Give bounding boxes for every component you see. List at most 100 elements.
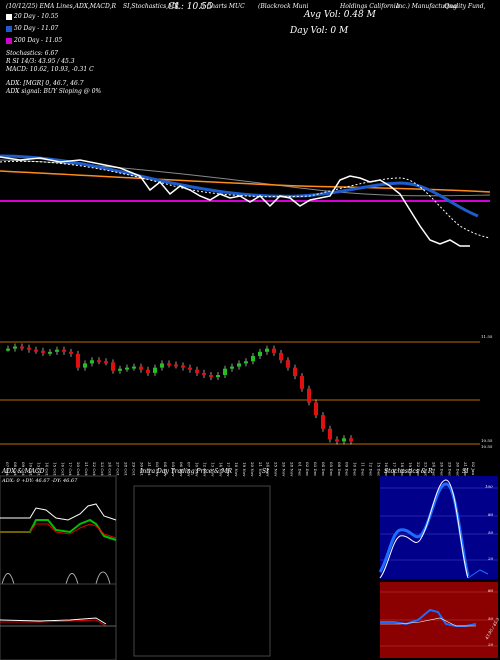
x-date-label: 12 Dec (368, 462, 373, 477)
x-date-label: 17 Dec (392, 462, 397, 477)
candle-up (342, 438, 346, 442)
ema50-label: 50 Day - 11.07 (14, 25, 59, 32)
stoch-title: SI,Stochastics,MR (123, 3, 179, 10)
rsi-stat: R SI 14/3: 43.95 / 45.3 (6, 58, 75, 65)
candle-down (202, 372, 206, 376)
x-date-label: 07 Nov (187, 462, 192, 477)
candle-up (244, 361, 248, 364)
candle-down (314, 402, 318, 416)
candlestick-series (6, 343, 353, 445)
candle-up (6, 348, 10, 351)
x-date-label: 16 Oct (60, 462, 65, 476)
company-name-3: Inc.) Manufacturing (396, 3, 458, 10)
x-date-label: 21 Nov (258, 462, 263, 477)
stoch-tick-50: 50 (488, 530, 494, 535)
intraday-panel (133, 485, 271, 657)
candle-up (251, 356, 255, 362)
x-date-label: 22 Dec (416, 462, 421, 477)
candle-up (153, 367, 157, 373)
price-label-mid1: 10.55 (481, 438, 493, 443)
stochastics-stat: Stochastics: 6.67 (6, 50, 59, 57)
candle-up (125, 367, 129, 370)
price-label-mid2: 10.55 (481, 444, 493, 449)
x-date-label: 26 Dec (440, 462, 445, 477)
rsi-tick-20: 20 (488, 642, 494, 647)
x-date-label: 01 Dec (297, 462, 302, 477)
candle-down (76, 353, 80, 368)
x-date-label: 31 Oct (147, 462, 152, 476)
x-date-label: 13 Nov (210, 462, 215, 477)
x-date-label: 13 Oct (37, 462, 42, 476)
x-date-label: 02 Dec (305, 462, 310, 477)
adx-panel (0, 475, 117, 660)
candle-down (41, 350, 45, 353)
candle-up (83, 363, 87, 368)
x-date-label: 07 Oct (5, 462, 10, 476)
x-date-label: 20 Nov (250, 462, 255, 477)
x-date-label: 05 Nov (171, 462, 176, 477)
candle-down (174, 364, 178, 367)
candle-up (216, 375, 220, 378)
candle-down (286, 360, 290, 368)
candle-down (34, 349, 38, 352)
x-date-label: 19 Nov (242, 462, 247, 477)
adx-stat: ADX: [MGR] 0, 46.7, 46.7 (6, 80, 84, 87)
x-date-label: 29 Dec (447, 462, 452, 477)
macd-line (0, 617, 107, 625)
x-date-label: 27 Oct (116, 462, 121, 476)
x-date-label: 20 Oct (76, 462, 81, 476)
price-label-top: 11.55 (481, 334, 493, 339)
date-line: (10/12/25) EMA Lines,ADX,MACD,R (6, 3, 117, 10)
stochastics-si: SI (462, 468, 469, 475)
ema-orange-line (0, 170, 491, 193)
x-date-label: 25 Nov (274, 462, 279, 477)
ema200-swatch (6, 38, 12, 44)
x-date-label: 02 Jan (471, 462, 476, 475)
adx-red-line (0, 523, 117, 539)
x-date-label: 30 Oct (139, 462, 144, 476)
adx-signal: ADX signal: BUY Sloping @ 0% (6, 88, 102, 95)
candle-down (209, 375, 213, 378)
x-date-label: 10 Dec (353, 462, 358, 477)
candle-up (237, 363, 241, 367)
candle-down (349, 438, 353, 442)
company-name-2: Holdings California (340, 3, 400, 10)
candle-down (181, 365, 185, 368)
candle-down (104, 361, 108, 364)
candle-up (223, 368, 227, 376)
x-date-label: 24 Oct (108, 462, 113, 476)
ema-blue-line (0, 154, 479, 218)
avg-volume: Avg Vol: 0.48 M (304, 10, 376, 20)
candle-down (321, 415, 325, 429)
x-date-label: 15 Dec (376, 462, 381, 477)
candle-down (167, 363, 171, 366)
x-date-label: 06 Nov (179, 462, 184, 477)
x-date-label: 23 Dec (424, 462, 429, 477)
price-white-line (0, 156, 470, 247)
x-date-label: 10 Nov (195, 462, 200, 477)
candle-down (195, 369, 199, 373)
x-date-label: 21 Oct (84, 462, 89, 476)
candle-up (160, 363, 164, 368)
x-date-label: 16 Dec (384, 462, 389, 477)
stoch-tick-80: 80 (488, 512, 494, 517)
x-date-label: 29 Oct (131, 462, 136, 476)
x-date-label: 26 Nov (282, 462, 287, 477)
x-date-label: 17 Oct (68, 462, 73, 476)
candle-down (139, 366, 143, 370)
x-date-label: 09 Dec (345, 462, 350, 477)
x-axis-dates: 07 Oct 08 Oct 09 Oct 10 Oct 13 Oct 14 Oct 15 O… (5, 462, 476, 477)
candle-down (188, 367, 192, 370)
candle-up (118, 368, 122, 371)
x-date-label: 05 Dec (329, 462, 334, 477)
macd-signal-line (0, 619, 107, 627)
candle-down (335, 439, 339, 442)
candle-up (230, 366, 234, 369)
intraday-title: Intra Day Trading Price & MR (140, 468, 233, 475)
candle-up (55, 349, 59, 352)
x-date-label: 09 Oct (21, 462, 26, 476)
candle-up (258, 351, 262, 357)
rsi-signal-line (380, 617, 476, 627)
x-date-label: 24 Dec (432, 462, 437, 477)
